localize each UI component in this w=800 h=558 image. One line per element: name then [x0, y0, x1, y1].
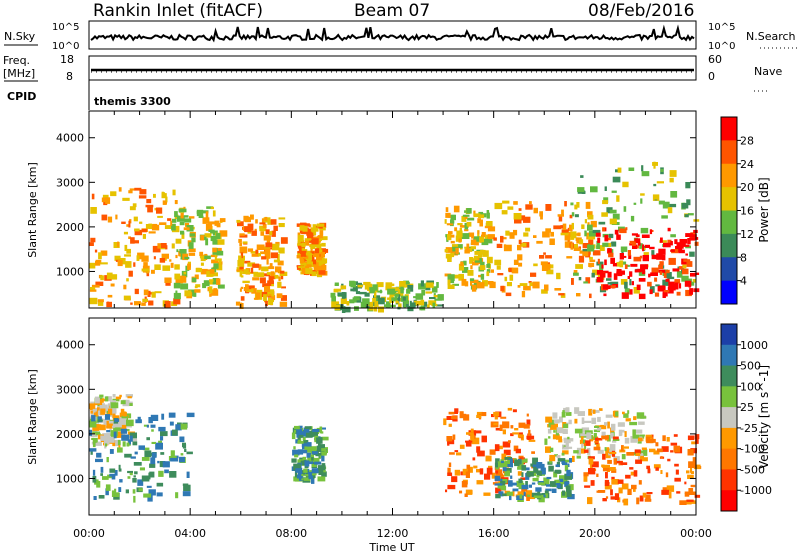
velocity-echo-region: [583, 434, 702, 506]
power-colorbar-swatch: [721, 233, 737, 258]
nsky-tick-bottom: 10^0: [52, 41, 79, 52]
power-colorbar: 28 24 20 16 12 8 4: [720, 116, 754, 305]
freq-panel-frame: [88, 55, 697, 81]
power-colorbar-label: 20: [740, 181, 754, 194]
nave-tick-bottom: 0: [708, 70, 715, 83]
nsky-tick-top: 10^5: [52, 22, 79, 33]
power-colorbar-label: 12: [740, 228, 754, 241]
power-colorbar-swatch: [721, 280, 737, 305]
velocity-colorbar-label: 1000: [740, 339, 768, 352]
velocity-colorbar-swatch: [721, 365, 737, 387]
velocity-colorbar-label: 25: [740, 401, 754, 414]
x-tick-label: 04:00: [174, 527, 206, 540]
power-y-tick-label: 3000: [56, 176, 84, 189]
power-colorbar-label: 24: [740, 158, 754, 171]
power-colorbar-swatch: [721, 140, 737, 165]
x-tick-label: 08:00: [275, 527, 307, 540]
x-axis-tick-labels: 00:00 04:00 08:00 12:00 16:00 20:00 00:00: [73, 527, 712, 540]
power-y-tick-label: 1000: [56, 265, 84, 278]
nsky-panel-frame: [88, 20, 697, 50]
nsearch-tick-top: 10^5: [708, 22, 735, 33]
x-tick-label: 12:00: [377, 527, 409, 540]
site-title: Rankin Inlet (fitACF): [93, 1, 263, 21]
x-tick-label: 00:00: [73, 527, 105, 540]
power-echo-region: [89, 187, 181, 308]
power-colorbar-label: 16: [740, 205, 754, 218]
velocity-colorbar-label: -500: [740, 463, 765, 476]
power-colorbar-swatch: [721, 163, 737, 188]
freq-tick-bottom: 8: [66, 70, 73, 83]
velocity-colorbar-swatch: [721, 448, 737, 470]
freq-unit-label: [MHz]: [3, 67, 35, 80]
velocity-colorbar-swatch: [721, 490, 737, 512]
x-tick-label: 16:00: [478, 527, 510, 540]
nsky-label: N.Sky: [4, 30, 36, 43]
velocity-y-title: Slant Range [km]: [26, 369, 39, 465]
velocity-y-tick-label: 1000: [56, 472, 84, 485]
velocity-echo-layer: [89, 394, 702, 506]
power-echo-region: [296, 222, 329, 278]
cpid-label: CPID: [7, 90, 36, 103]
velocity-colorbar-swatch: [721, 386, 737, 408]
velocity-echo-region: [291, 425, 329, 484]
freq-tick-top: 18: [60, 53, 74, 66]
power-colorbar-label: 4: [740, 275, 747, 288]
power-echo-region: [235, 214, 288, 309]
power-echo-region: [330, 280, 444, 313]
velocity-colorbar-label: -25: [740, 422, 758, 435]
velocity-colorbar-swatch: [721, 324, 737, 346]
nsearch-tick-bottom: 10^0: [708, 41, 735, 52]
nave-label: Nave: [754, 65, 782, 78]
power-colorbar-swatch: [721, 187, 737, 211]
cpid-value: themis 3300: [94, 95, 171, 108]
velocity-colorbar-swatch: [721, 344, 737, 367]
power-echo-region: [170, 206, 228, 300]
power-y-title: Slant Range [km]: [26, 162, 39, 258]
velocity-colorbar-swatch: [721, 469, 737, 491]
velocity-echo-region: [89, 412, 195, 503]
velocity-colorbar-title: Velocity [m s^-1]: [757, 365, 771, 469]
power-echo-region: [444, 205, 496, 292]
power-y-tick-label: 2000: [56, 221, 84, 234]
power-colorbar-swatch: [721, 257, 737, 282]
power-echo-layer: [89, 161, 700, 313]
velocity-colorbar-swatch: [721, 427, 737, 450]
velocity-colorbar-swatch: [721, 407, 737, 429]
velocity-colorbar-label: 500: [740, 360, 761, 373]
power-colorbar-swatch: [721, 117, 737, 141]
power-y-tick-label: 4000: [56, 132, 84, 145]
velocity-y-tick-label: 2000: [56, 428, 84, 441]
x-tick-label: 20:00: [579, 527, 611, 540]
nave-tick-top: 60: [708, 53, 722, 66]
velocity-colorbar-label: -100: [740, 443, 765, 456]
velocity-y-axis: 4000 3000 2000 1000: [56, 339, 696, 485]
power-x-ticks: [88, 111, 697, 308]
power-echo-region: [570, 161, 700, 295]
freq-label: Freq.: [3, 54, 30, 67]
velocity-x-ticks: [88, 318, 697, 515]
velocity-colorbar-label: 100: [740, 380, 761, 393]
power-echo-region: [595, 227, 700, 300]
velocity-echo-region: [494, 456, 575, 503]
velocity-colorbar: 1000 500 100 25 -25 -100 -500 -1000: [720, 323, 772, 512]
date-title: 08/Feb/2016: [588, 1, 694, 21]
power-colorbar-label: 28: [740, 134, 754, 147]
nsky-trace: [90, 24, 695, 43]
velocity-y-tick-label: 4000: [56, 339, 84, 352]
x-axis-title: Time UT: [368, 541, 414, 554]
power-y-axis: 4000 3000 2000 1000: [56, 132, 696, 278]
nsearch-label: N.Search: [746, 30, 796, 43]
power-colorbar-label: 8: [740, 251, 747, 264]
power-colorbar-swatch: [721, 210, 737, 235]
velocity-colorbar-label: -1000: [740, 484, 772, 497]
velocity-y-tick-label: 3000: [56, 383, 84, 396]
x-tick-label: 00:00: [680, 527, 712, 540]
beam-title: Beam 07: [354, 1, 430, 21]
power-colorbar-title: Power [dB]: [757, 177, 771, 242]
